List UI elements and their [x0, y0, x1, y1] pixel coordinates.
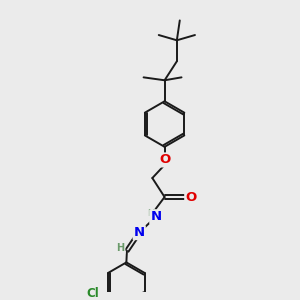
- Text: H: H: [116, 243, 124, 254]
- Text: H: H: [147, 209, 155, 218]
- Text: N: N: [150, 210, 161, 224]
- Text: N: N: [134, 226, 145, 239]
- Text: O: O: [159, 154, 170, 166]
- Text: Cl: Cl: [87, 287, 99, 300]
- Text: O: O: [185, 190, 196, 203]
